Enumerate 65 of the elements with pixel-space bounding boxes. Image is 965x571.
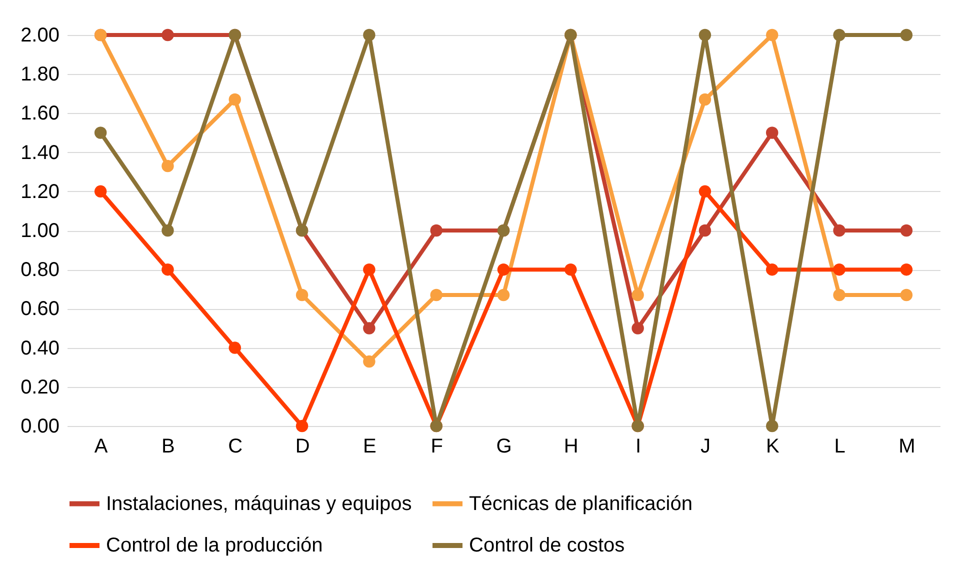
point <box>900 288 913 302</box>
x-tick-label: J <box>700 436 710 458</box>
point <box>363 322 376 334</box>
point <box>900 224 913 237</box>
legend-label: Control de la producción <box>106 534 323 556</box>
point <box>162 160 174 172</box>
point <box>698 224 712 237</box>
y-tick-label: 0.80 <box>20 259 60 282</box>
point <box>162 224 174 237</box>
x-tick-label: D <box>295 436 310 458</box>
y-tick-label: 1.40 <box>20 142 60 164</box>
x-tick-label: H <box>564 436 578 458</box>
y-tick-label: 1.80 <box>20 64 60 86</box>
point <box>632 288 644 302</box>
point <box>296 420 308 432</box>
x-tick-label: F <box>430 436 443 458</box>
legend-label: Control de costos <box>469 534 625 556</box>
x-tick-label: C <box>228 436 243 458</box>
point <box>228 93 242 106</box>
y-tick-label: 1.00 <box>20 220 60 242</box>
point <box>698 93 712 106</box>
point <box>698 28 712 42</box>
point <box>363 355 376 368</box>
y-tick-label: 0.60 <box>20 298 60 320</box>
point <box>430 288 442 302</box>
point <box>162 263 174 276</box>
point <box>900 28 913 42</box>
point <box>766 263 778 276</box>
x-tick-label: B <box>162 436 175 458</box>
point <box>296 288 308 302</box>
point <box>94 126 107 139</box>
point <box>363 263 376 276</box>
y-tick-label: 2.00 <box>20 24 60 46</box>
point <box>430 224 442 237</box>
point <box>766 28 778 42</box>
y-tick-label: 1.20 <box>20 180 60 203</box>
point <box>497 263 510 276</box>
point <box>833 263 846 276</box>
point <box>497 288 510 302</box>
legend-label: Instalaciones, máquinas y equipos <box>106 492 412 515</box>
x-tick-label: K <box>766 436 780 458</box>
x-tick-label: E <box>363 436 376 458</box>
point <box>162 28 174 42</box>
point <box>833 28 846 42</box>
x-tick-label: G <box>496 436 512 458</box>
x-tick-label: M <box>898 436 916 458</box>
point <box>698 185 712 198</box>
y-tick-label: 1.60 <box>20 102 60 125</box>
y-tick-label: 0.00 <box>20 416 60 438</box>
point <box>94 185 107 198</box>
point <box>900 263 913 276</box>
point <box>833 224 846 237</box>
y-tick-label: 0.20 <box>20 376 60 398</box>
point <box>632 322 644 334</box>
x-tick-label: A <box>94 436 108 458</box>
legend-label: Técnicas de planificación <box>469 492 692 515</box>
y-tick-label: 0.40 <box>20 337 60 360</box>
point <box>363 28 376 42</box>
point <box>766 420 778 432</box>
point <box>564 263 577 276</box>
point <box>228 342 242 354</box>
x-tick-label: L <box>834 436 846 458</box>
point <box>766 126 778 139</box>
point <box>833 288 846 302</box>
x-tick-label: I <box>636 436 642 458</box>
